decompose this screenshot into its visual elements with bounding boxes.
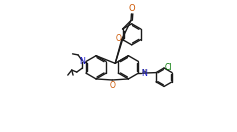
- Text: O: O: [109, 81, 115, 90]
- Text: O: O: [116, 34, 122, 43]
- Text: N: N: [141, 69, 147, 78]
- Text: H: H: [142, 69, 146, 75]
- Text: O: O: [128, 4, 135, 13]
- Text: N: N: [79, 57, 85, 66]
- Text: Cl: Cl: [164, 63, 172, 72]
